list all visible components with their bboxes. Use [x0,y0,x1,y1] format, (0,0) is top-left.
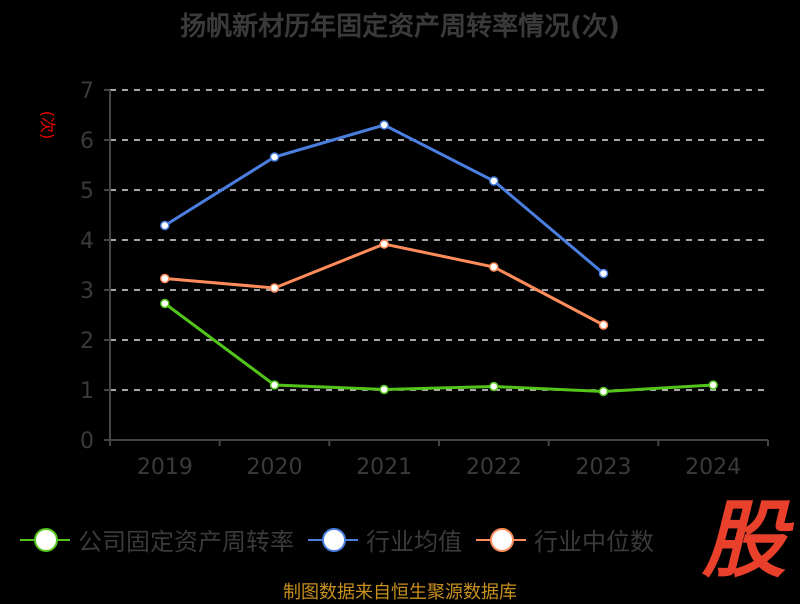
legend-item-industry-median[interactable]: 行业中位数 [476,522,654,557]
y-tick-label: 5 [80,179,94,204]
data-point [379,120,389,130]
data-point [598,320,609,330]
data-point [269,283,280,293]
data-point [489,262,499,272]
series-line [164,242,605,327]
watermark-logo: 股 [701,491,786,589]
chart-title: 扬帆新材历年固定资产周转率情况(次) [180,12,620,42]
legend-marker-icon [476,526,526,554]
x-tick-label: 2021 [356,455,412,480]
data-point [379,239,389,249]
x-tick-label: 2020 [247,455,303,480]
y-axis-label: (次) [38,111,57,140]
data-point [269,152,280,162]
data-point [489,381,499,392]
data-point [160,273,170,284]
series-line [163,302,714,394]
x-tick-label: 2024 [685,455,741,480]
legend-item-industry-average[interactable]: 行业均值 [308,522,462,557]
legend-label: 行业中位数 [534,528,654,556]
y-tick-label: 6 [80,129,94,154]
x-tick-label: 2019 [137,455,193,480]
legend-item-company[interactable]: 公司固定资产周转率 [20,522,294,557]
data-point [489,176,499,186]
y-tick-label: 3 [80,279,94,304]
y-tick-label: 4 [80,229,94,254]
y-tick-label: 7 [80,79,94,104]
data-point [708,380,718,390]
data-point [379,384,389,395]
legend-label: 公司固定资产周转率 [78,528,294,556]
data-source: 制图数据来自恒生聚源数据库 [283,582,517,603]
data-point [269,380,280,390]
data-point [160,298,170,309]
legend-marker-icon [20,526,70,554]
y-tick-label: 2 [80,329,94,354]
y-tick-label: 0 [80,429,94,454]
data-point [598,268,609,279]
legend-marker-icon [308,526,358,554]
x-tick-label: 2022 [466,455,522,480]
series-line [164,123,605,275]
legend-label: 行业均值 [366,528,462,556]
data-point [598,386,609,397]
data-point [160,220,170,231]
x-tick-label: 2023 [576,455,632,480]
y-tick-label: 1 [80,379,94,404]
